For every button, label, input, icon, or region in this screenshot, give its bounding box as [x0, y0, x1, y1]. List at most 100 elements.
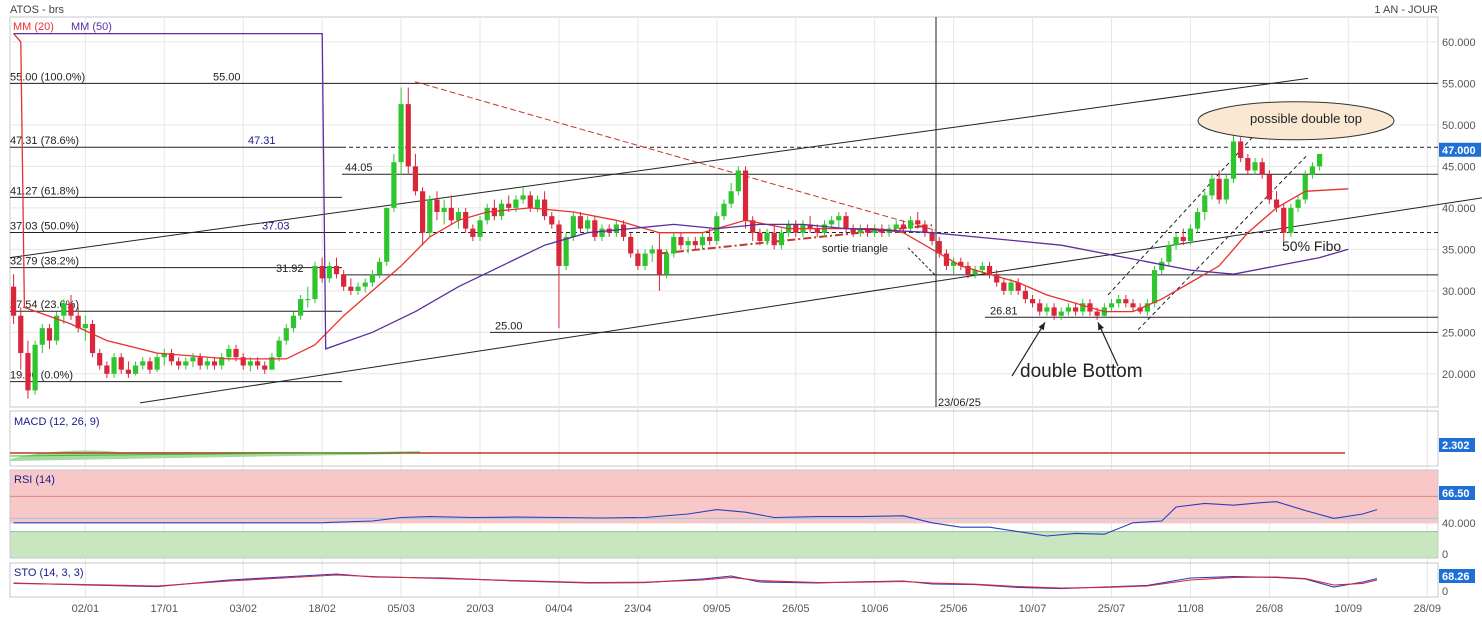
- candle-body: [168, 353, 175, 362]
- last-price-badge: [1439, 142, 1481, 157]
- candle-body: [312, 265, 318, 300]
- candle-body: [671, 236, 677, 254]
- candle-body: [1073, 307, 1079, 312]
- candle-body: [1022, 290, 1028, 300]
- candle-body: [61, 303, 67, 316]
- candle-body: [678, 236, 684, 246]
- fib-level-label: 19.06 (0.0%): [10, 370, 73, 382]
- candle-body: [254, 361, 261, 366]
- sto-panel-frame: [9, 562, 1439, 598]
- date-marker-label: 23/06/25: [938, 397, 981, 409]
- candle-body: [1137, 307, 1143, 312]
- macd-signal-line: [9, 451, 421, 457]
- x-tick-label: 20/03: [466, 603, 494, 615]
- x-tick-label: 10/07: [1019, 603, 1047, 615]
- x-tick-label: 17/01: [151, 603, 179, 615]
- sto-d-line: [13, 574, 1378, 589]
- x-tick-label: 26/08: [1256, 603, 1284, 615]
- fib-level-label: 37.03 (50.0%): [10, 220, 79, 232]
- candle-body: [1159, 261, 1165, 271]
- price-level-label: 25.00: [495, 320, 523, 332]
- header: ATOS - brs 1 AN - JOUR MM (20) MM (50): [10, 4, 1438, 33]
- candle-body: [570, 216, 576, 237]
- candle-body: [527, 195, 533, 208]
- rsi-tick: 0: [1442, 549, 1448, 561]
- candle-body: [857, 228, 863, 233]
- candle-body: [412, 166, 419, 192]
- y-tick-label: 60.000: [1442, 37, 1476, 49]
- annotation-arrow: [1011, 322, 1046, 377]
- candle-body: [563, 236, 569, 266]
- candle-body: [1058, 311, 1064, 316]
- candle-body: [46, 328, 53, 341]
- annotation-arrowhead: [1038, 322, 1045, 331]
- candle-body: [18, 315, 24, 354]
- candle-body: [477, 220, 483, 237]
- candle-body: [154, 357, 160, 370]
- candle-body: [391, 162, 397, 208]
- candle-body: [1173, 236, 1179, 246]
- candle-body: [491, 207, 497, 217]
- period-label: 1 AN - JOUR: [1374, 4, 1438, 16]
- x-tick-label: 23/04: [624, 603, 652, 615]
- double-bottom-label: double Bottom: [1020, 361, 1143, 382]
- candle-body: [699, 236, 706, 246]
- candle-body: [1259, 162, 1265, 175]
- candle-body: [369, 274, 375, 283]
- candle-body: [247, 361, 253, 366]
- macd-panel-frame: [9, 410, 1439, 467]
- candle-body: [692, 241, 698, 246]
- candle-body: [305, 299, 311, 301]
- candle-body: [190, 357, 196, 362]
- ma50-legend: MM (50): [71, 21, 112, 33]
- candle-body: [470, 228, 476, 237]
- rsi-panel-frame: [9, 469, 1439, 559]
- candle-body: [592, 220, 598, 237]
- candle-body: [484, 207, 490, 221]
- fib-level-label: 47.31 (78.6%): [10, 135, 79, 147]
- candle-body: [656, 249, 663, 275]
- candle-body: [125, 369, 132, 374]
- candle-body: [1144, 303, 1150, 312]
- candle-body: [1302, 174, 1308, 200]
- candle-body: [1209, 178, 1215, 196]
- ma20-legend: MM (20): [13, 21, 54, 33]
- sortie-triangle-label: sortie triangle: [822, 243, 888, 255]
- candle-body: [25, 353, 31, 391]
- candle-body: [1130, 303, 1136, 308]
- y-tick-label: 25.000: [1442, 327, 1476, 339]
- price-panel[interactable]: 55.00 (100.0%) 47.31 (78.6%) 41.27 (61.8%)…: [9, 17, 1482, 409]
- y-tick-label: 20.000: [1442, 369, 1476, 381]
- macd-value: 2.302: [1442, 440, 1470, 452]
- candle-body: [1195, 212, 1201, 229]
- candle-body: [735, 170, 741, 192]
- indicator-panels: MACD (12, 26, 9) 2.302 RSI (14) 40.000 0 66.5…: [9, 410, 1476, 598]
- candle-body: [721, 203, 727, 217]
- candle-body: [994, 274, 1000, 283]
- candle-body: [1029, 299, 1036, 304]
- candle-body: [778, 232, 785, 246]
- candle-body: [549, 216, 555, 225]
- candle-body: [506, 203, 512, 208]
- trend-line: [907, 247, 937, 277]
- annotation-arrowhead: [1098, 322, 1104, 331]
- candle-body: [764, 232, 770, 242]
- x-tick-label: 28/09: [1413, 603, 1441, 615]
- candle-body: [943, 253, 950, 266]
- symbol-title: ATOS - brs: [10, 4, 64, 16]
- candle-body: [757, 232, 763, 242]
- y-tick-label: 55.000: [1442, 78, 1476, 90]
- fib-level-label: 32.79 (38.2%): [10, 256, 79, 268]
- candle-body: [82, 324, 88, 329]
- candle-body: [341, 274, 347, 287]
- candle-body: [814, 228, 820, 233]
- candle-body: [958, 261, 964, 266]
- y-tick-label: 50.000: [1442, 120, 1476, 132]
- candle-body: [240, 357, 246, 366]
- annotation-arrow: [1097, 322, 1119, 367]
- candle-body: [577, 216, 584, 229]
- candle-body: [97, 353, 103, 366]
- macd-value-badge: [1439, 438, 1475, 452]
- price-level-label: 55.00: [213, 71, 241, 83]
- candle-body: [211, 361, 218, 366]
